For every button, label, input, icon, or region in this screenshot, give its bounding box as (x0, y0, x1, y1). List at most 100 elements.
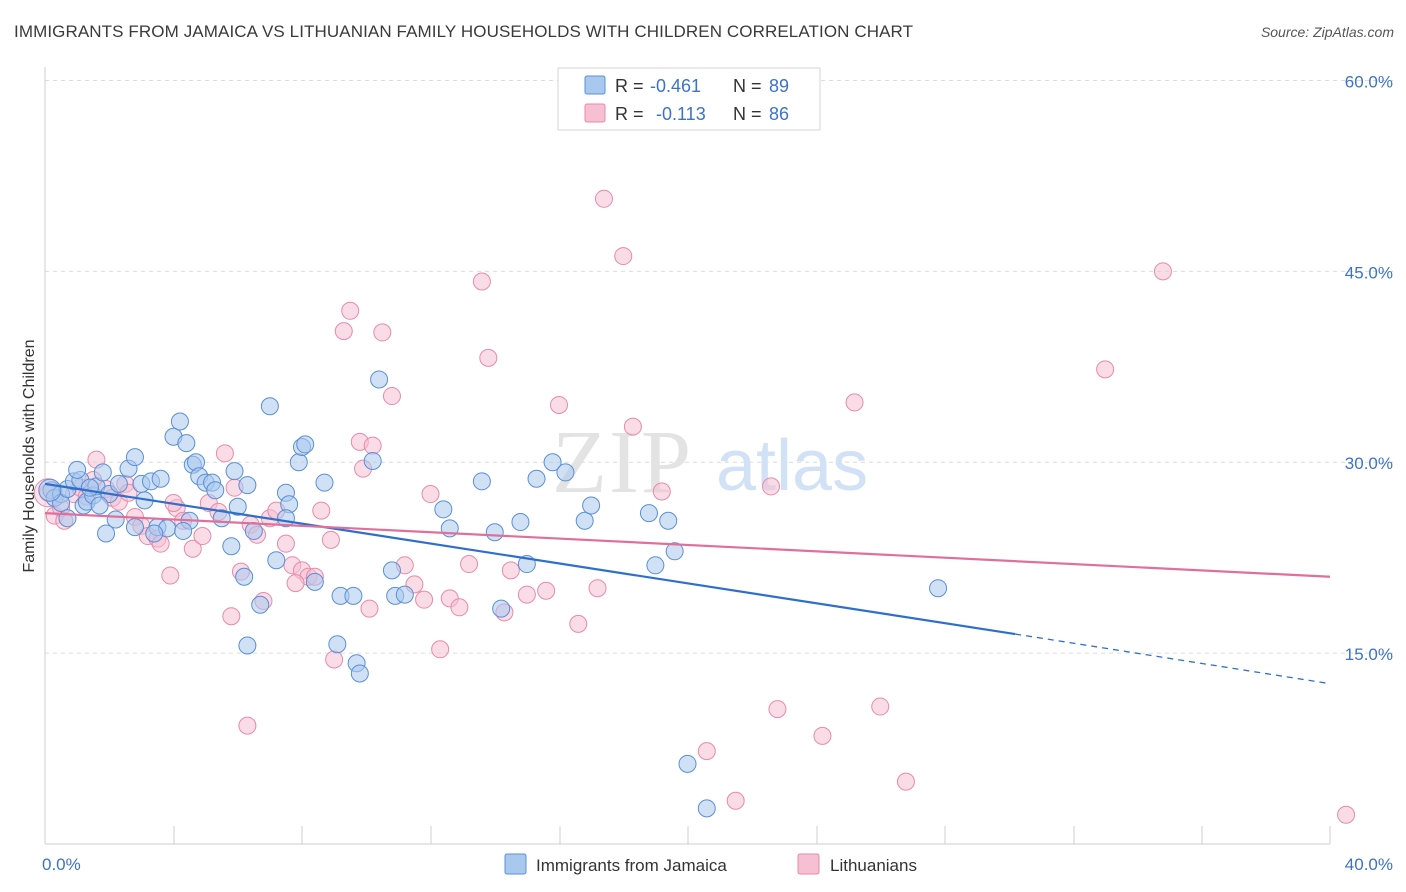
y-tick-label: 60.0% (1345, 72, 1393, 91)
jamaica-point (125, 448, 144, 467)
lithuanian-point (238, 716, 257, 735)
lithuanian-point (623, 417, 642, 436)
series-legend: Immigrants from Jamaica Lithuanians (504, 853, 917, 875)
lithuanian-point (479, 348, 498, 367)
jamaica-point (177, 434, 196, 453)
legend-swatch-blue (584, 75, 606, 95)
lithuanian-point (222, 607, 241, 626)
jamaica-point (370, 370, 389, 389)
jamaica-point (697, 799, 716, 818)
jamaica-point (315, 473, 334, 492)
x-tick-labels: 0.0% 40.0% (42, 855, 1393, 874)
jamaica-point (109, 474, 128, 493)
jamaica-point (260, 397, 279, 416)
lithuanian-point (431, 640, 450, 659)
jamaica-trend-extension (1015, 633, 1331, 685)
jamaica-point (244, 521, 263, 540)
jamaica-point (665, 542, 684, 561)
lithuanian-point (215, 444, 234, 463)
series-legend-swatch-lithuanians (797, 853, 820, 875)
y-tick-label: 45.0% (1345, 263, 1393, 282)
jamaica-point (151, 469, 170, 488)
lithuanian-point (588, 579, 607, 598)
jamaica-point (206, 481, 225, 500)
jamaica-point (556, 463, 575, 482)
chart-title: IMMIGRANTS FROM JAMAICA VS LITHUANIAN FA… (14, 22, 914, 41)
lithuanian-point (193, 527, 212, 546)
legend-n-label-pink: N = (733, 104, 762, 124)
legend-r-value-pink: -0.113 (656, 104, 706, 124)
watermark-atlas: atlas (716, 426, 868, 506)
legend-r-value-blue: -0.461 (650, 76, 701, 96)
jamaica-point (395, 585, 414, 604)
jamaica-point (305, 572, 324, 591)
jamaica-point (228, 497, 247, 516)
x-tick-label: 40.0% (1345, 855, 1393, 874)
lithuanian-point (341, 301, 360, 320)
lithuanian-point (363, 436, 382, 455)
jamaica-point (434, 500, 453, 519)
jamaica-point (97, 524, 116, 543)
lithuanian-point (325, 650, 344, 669)
jamaica-point (511, 513, 530, 532)
lithuanian-point (382, 387, 401, 406)
jamaica-point (289, 453, 308, 472)
series-legend-label-lithuanians: Lithuanians (830, 856, 917, 875)
y-tick-label: 30.0% (1345, 454, 1393, 473)
legend-r-label-pink: R = (615, 104, 644, 124)
jamaica-point (251, 595, 270, 614)
jamaica-point (174, 521, 193, 540)
lithuanian-point (813, 726, 832, 745)
jamaica-point (527, 469, 546, 488)
source-label: Source: ZipAtlas.com (1260, 24, 1394, 40)
jamaica-trend-line (44, 482, 1016, 636)
series-legend-label-jamaica: Immigrants from Jamaica (536, 856, 727, 875)
jamaica-point (350, 664, 369, 683)
jamaica-point (328, 635, 347, 654)
lithuanian-point (1153, 262, 1172, 281)
jamaica-point (222, 537, 241, 556)
lithuanian-point (501, 561, 520, 580)
lithuanian-point (321, 530, 340, 549)
jamaica-point (485, 523, 504, 542)
jamaica-point (382, 561, 401, 580)
jamaica-point (170, 412, 189, 431)
jamaica-point (646, 556, 665, 575)
watermark-zip: ZIP (552, 413, 693, 512)
lithuanian-point (183, 539, 202, 558)
lithuanian-point (1096, 360, 1115, 379)
jamaica-point (296, 435, 315, 454)
jamaica-point (472, 472, 491, 491)
jamaica-point (582, 496, 601, 515)
lithuanian-point (472, 272, 491, 291)
lithuanian-point (845, 393, 864, 412)
jamaica-point (58, 509, 77, 528)
lithuanian-trend-line (44, 512, 1331, 578)
jamaica-point (659, 511, 678, 530)
jamaica-point (225, 462, 244, 481)
jamaica-point (929, 579, 948, 598)
lithuanian-point (896, 772, 915, 791)
lithuanian-point (569, 614, 588, 633)
lithuanian-point (517, 585, 536, 604)
jamaica-point (38, 478, 62, 502)
y-tick-labels: 60.0% 45.0% 30.0% 15.0% (1345, 72, 1393, 664)
jamaica-point (80, 478, 99, 497)
legend-n-value-blue: 89 (769, 76, 789, 96)
lithuanian-point (594, 189, 613, 208)
y-axis-title: Family Households with Children (21, 340, 38, 573)
lithuanian-point (161, 566, 180, 585)
jamaica-point (235, 567, 254, 586)
legend-n-value-pink: 86 (769, 104, 789, 124)
jamaica-point (68, 460, 87, 479)
jamaica-point (363, 451, 382, 470)
lithuanian-point (421, 485, 440, 504)
jamaica-point (106, 510, 125, 529)
lithuanian-point (373, 323, 392, 342)
lithuanian-point (697, 742, 716, 761)
lithuanian-point (871, 697, 890, 716)
jamaica-point (238, 636, 257, 655)
x-tick-label: 0.0% (42, 855, 81, 874)
lithuanian-point (762, 477, 781, 496)
